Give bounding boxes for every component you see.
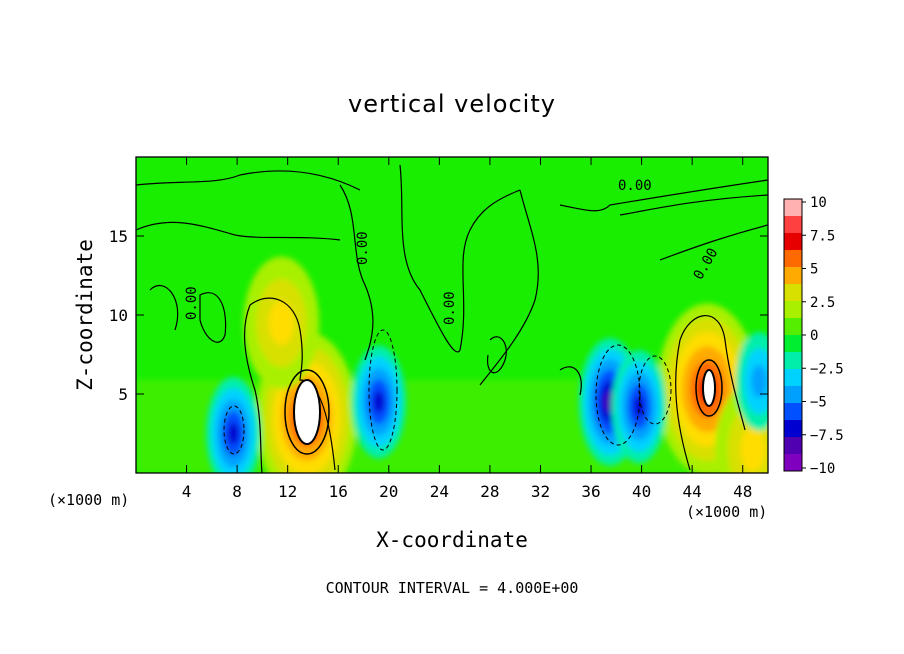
contour-interval-footer: CONTOUR INTERVAL = 4.000E+00 bbox=[326, 579, 579, 597]
colorbar-swatch bbox=[784, 386, 802, 404]
contour-label: 0.00 bbox=[355, 231, 371, 265]
colorbar-swatch bbox=[784, 284, 802, 302]
colorbar-swatch bbox=[784, 437, 802, 455]
x-unit-label-left: (×1000 m) bbox=[48, 491, 129, 509]
colorbar-tick-label: −5 bbox=[810, 395, 827, 411]
x-tick-label: 4 bbox=[182, 482, 192, 501]
updraft-core-east bbox=[702, 369, 716, 407]
colorbar-tick-label: −7.5 bbox=[810, 428, 844, 444]
x-tick-label: 16 bbox=[329, 482, 348, 501]
colorbar-swatch bbox=[784, 352, 802, 370]
contour-labels: 0.00 0.00 0.00 0.00 0.00 bbox=[184, 178, 721, 325]
updraft-ring-west bbox=[284, 369, 330, 455]
x-tick-label: 20 bbox=[379, 482, 398, 501]
colorbar: 10 7.5 5 2.5 0 −2.5 −5 −7.5 −10 bbox=[783, 195, 844, 477]
x-tick-label: 12 bbox=[278, 482, 297, 501]
x-tick-label: 36 bbox=[581, 482, 600, 501]
updraft-level bbox=[268, 300, 294, 345]
updraft-level bbox=[740, 427, 766, 472]
colorbar-swatch bbox=[784, 369, 802, 387]
y-tick-label: 15 bbox=[109, 227, 128, 246]
colorbar-tick-label: −2.5 bbox=[810, 361, 844, 377]
x-tick-label: 48 bbox=[733, 482, 752, 501]
colorbar-swatch bbox=[784, 420, 802, 438]
colorbar-swatch bbox=[784, 301, 802, 319]
colorbar-swatch bbox=[784, 318, 802, 336]
downdraft-level bbox=[227, 422, 239, 445]
colorbar-swatch bbox=[784, 233, 802, 251]
downdraft-level bbox=[751, 364, 767, 398]
colorbar-swatch bbox=[784, 199, 802, 217]
colorbar-tick-label: 2.5 bbox=[810, 295, 835, 311]
x-tick-label: 40 bbox=[632, 482, 651, 501]
plot-area: 0.00 0.00 0.00 0.00 0.00 bbox=[136, 157, 768, 473]
contour-label: 0.00 bbox=[442, 291, 458, 325]
contour-lines bbox=[136, 164, 768, 473]
colorbar-swatch bbox=[784, 454, 802, 472]
y-tick-label: 5 bbox=[118, 385, 128, 404]
downdraft-level bbox=[633, 395, 645, 418]
colorbar-tick-label: 7.5 bbox=[810, 228, 835, 244]
y-tick-label: 10 bbox=[109, 306, 128, 325]
colorbar-swatch bbox=[784, 250, 802, 268]
contour-label: 0.00 bbox=[184, 286, 200, 320]
x-tick-label: 24 bbox=[430, 482, 449, 501]
colorbar-swatch bbox=[784, 335, 802, 353]
x-tick-label: 28 bbox=[480, 482, 499, 501]
y-axis-label: Z-coordinate bbox=[73, 239, 97, 391]
y-axis: 5 10 15 bbox=[109, 227, 768, 404]
updraft-core-west bbox=[293, 379, 321, 445]
negative-contours bbox=[223, 329, 672, 455]
colorbar-swatch bbox=[784, 403, 802, 421]
updraft-ring-east bbox=[695, 359, 723, 417]
contour-label: 0.00 bbox=[618, 178, 652, 194]
x-tick-label: 8 bbox=[232, 482, 242, 501]
x-axis: 4 8 12 16 20 24 28 32 36 40 44 48 bbox=[182, 157, 752, 501]
chart-title: vertical velocity bbox=[348, 90, 556, 118]
colorbar-tick-label: 5 bbox=[810, 262, 818, 278]
x-tick-label: 32 bbox=[531, 482, 550, 501]
x-tick-label: 44 bbox=[683, 482, 702, 501]
colorbar-tick-label: −10 bbox=[810, 461, 835, 477]
downdraft-level bbox=[373, 390, 385, 414]
x-axis-label: X-coordinate bbox=[376, 528, 528, 552]
colorbar-swatch bbox=[784, 267, 802, 285]
x-unit-label-right: (×1000 m) bbox=[686, 503, 767, 521]
colorbar-tick-label: 0 bbox=[810, 328, 818, 344]
colorbar-swatch bbox=[784, 216, 802, 234]
colorbar-tick-label: 10 bbox=[810, 195, 827, 211]
